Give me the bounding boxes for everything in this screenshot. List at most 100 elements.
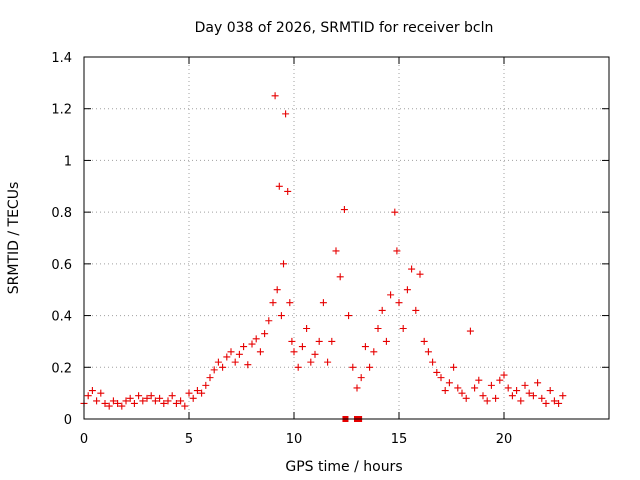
data-point bbox=[101, 399, 109, 407]
data-point bbox=[130, 399, 138, 407]
data-point bbox=[521, 381, 529, 389]
y-tick-label: 1.2 bbox=[51, 103, 72, 118]
data-point bbox=[433, 368, 441, 376]
data-point bbox=[319, 299, 327, 307]
data-point bbox=[353, 384, 361, 392]
data-point bbox=[546, 387, 554, 395]
data-point bbox=[437, 374, 445, 382]
data-point bbox=[416, 270, 424, 278]
data-point bbox=[114, 399, 122, 407]
data-point bbox=[332, 247, 340, 255]
data-point bbox=[366, 363, 374, 371]
x-axis-label: GPS time / hours bbox=[285, 459, 402, 475]
data-point bbox=[84, 392, 92, 400]
data-point bbox=[118, 402, 126, 410]
data-point bbox=[475, 376, 483, 384]
data-point bbox=[429, 358, 437, 366]
data-point bbox=[143, 394, 151, 402]
data-point bbox=[219, 363, 227, 371]
data-point bbox=[517, 397, 525, 405]
data-point bbox=[466, 327, 474, 335]
data-point bbox=[328, 337, 336, 345]
data-point bbox=[550, 397, 558, 405]
x-tick-label: 15 bbox=[391, 432, 408, 447]
data-point bbox=[479, 392, 487, 400]
data-point bbox=[252, 335, 260, 343]
data-point bbox=[223, 353, 231, 361]
y-tick-label: 0.4 bbox=[51, 310, 72, 325]
data-point bbox=[109, 397, 117, 405]
data-point bbox=[450, 363, 458, 371]
data-point bbox=[412, 306, 420, 314]
data-point bbox=[240, 343, 248, 351]
data-point bbox=[492, 394, 500, 402]
data-point bbox=[275, 182, 283, 190]
data-point bbox=[374, 325, 382, 332]
x-tick-label: 5 bbox=[185, 432, 193, 447]
data-point bbox=[393, 247, 401, 255]
data-point bbox=[399, 325, 407, 332]
y-tick-label: 1.4 bbox=[51, 51, 72, 66]
data-point bbox=[277, 312, 285, 320]
y-tick-label: 0.6 bbox=[51, 258, 72, 273]
data-point bbox=[256, 348, 264, 356]
data-point bbox=[534, 379, 542, 387]
data-point bbox=[298, 343, 306, 351]
data-point bbox=[445, 379, 453, 387]
data-point bbox=[280, 260, 287, 268]
x-tick-label: 10 bbox=[286, 432, 303, 447]
grid bbox=[84, 57, 609, 419]
x-tick-label: 0 bbox=[80, 432, 88, 447]
x-tick-labels: 0 5 10 15 20 bbox=[80, 432, 512, 447]
y-tick-label: 0.2 bbox=[51, 361, 72, 376]
data-point bbox=[357, 374, 365, 382]
data-point bbox=[529, 392, 537, 400]
y-tick-label: 0 bbox=[64, 413, 72, 428]
data-point bbox=[420, 337, 428, 345]
data-point bbox=[508, 392, 516, 400]
data-point bbox=[504, 384, 512, 392]
data-point bbox=[105, 402, 113, 410]
data-points bbox=[80, 92, 567, 422]
data-point bbox=[172, 399, 180, 407]
data-point bbox=[441, 387, 449, 395]
data-point bbox=[168, 392, 176, 400]
data-point bbox=[395, 299, 403, 307]
data-point bbox=[156, 394, 164, 402]
data-point bbox=[135, 392, 143, 400]
data-point bbox=[139, 397, 147, 405]
data-point bbox=[370, 348, 378, 356]
data-point bbox=[273, 286, 281, 294]
data-point bbox=[265, 317, 273, 325]
data-point bbox=[471, 384, 479, 392]
data-point bbox=[164, 397, 172, 405]
data-point bbox=[290, 348, 298, 356]
x-tick-label: 20 bbox=[496, 432, 513, 447]
data-point bbox=[303, 325, 311, 332]
data-point bbox=[271, 92, 279, 100]
data-point bbox=[542, 399, 550, 407]
data-point bbox=[555, 399, 563, 407]
chart-title: Day 038 of 2026, SRMTID for receiver bcl… bbox=[195, 20, 494, 36]
data-point bbox=[294, 363, 302, 371]
data-point bbox=[206, 374, 214, 382]
data-point bbox=[496, 376, 504, 384]
data-point bbox=[202, 381, 210, 389]
data-point bbox=[382, 337, 390, 345]
data-point bbox=[336, 273, 344, 281]
data-point bbox=[513, 387, 521, 395]
data-point bbox=[122, 397, 130, 405]
data-point bbox=[214, 358, 222, 366]
data-point bbox=[378, 306, 386, 314]
data-point bbox=[282, 110, 290, 118]
data-point bbox=[559, 392, 567, 400]
data-point bbox=[538, 394, 546, 402]
data-point bbox=[487, 381, 495, 389]
data-point bbox=[454, 384, 462, 392]
data-point bbox=[500, 371, 508, 379]
axis-ticks bbox=[83, 56, 609, 420]
data-point bbox=[361, 343, 369, 351]
y-tick-label: 1 bbox=[64, 154, 72, 169]
data-point bbox=[286, 299, 294, 307]
